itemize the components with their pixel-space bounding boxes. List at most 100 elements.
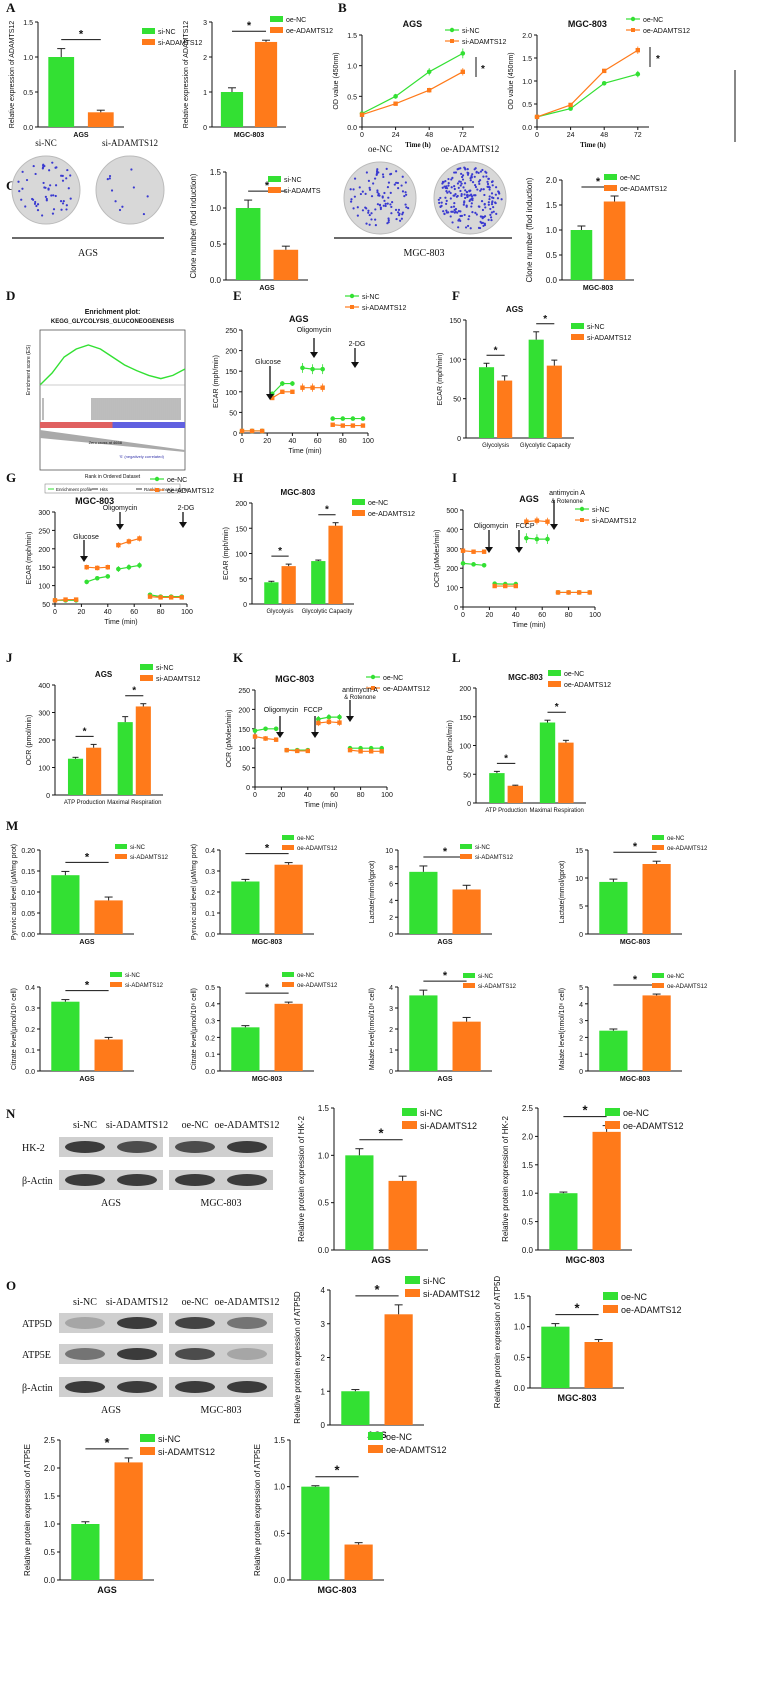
D-legend-box	[44, 483, 181, 494]
C_MGC-colony	[378, 203, 382, 206]
C_MGC-colony	[439, 196, 442, 200]
D-title: Enrichment plot:	[85, 309, 141, 316]
G-point	[137, 536, 142, 541]
I-xtick-label: 80	[565, 612, 573, 619]
C_MGC-colony	[483, 202, 486, 206]
M7-ytick-label: 0	[389, 1069, 393, 1076]
C_MGC-colony	[370, 218, 373, 221]
C1-legend-swatch	[268, 187, 281, 193]
C_AGS-colony	[17, 180, 20, 183]
C_MGC-colony	[373, 177, 377, 180]
N2-ytick-label: 1.0	[522, 1189, 534, 1198]
B2-xtick-label: 72	[634, 132, 642, 139]
C_MGC-colony	[463, 213, 466, 217]
M5-legend-swatch	[110, 972, 122, 977]
C_MGC-colony	[474, 185, 478, 189]
K-annotation: FCCP	[303, 707, 322, 714]
A2-legend-swatch	[270, 16, 283, 22]
C_MGC-colony	[449, 197, 452, 200]
C_MGC-colony	[379, 207, 382, 211]
C1-bar-si-ADAMTS	[273, 249, 299, 280]
C_MGC-colony	[464, 226, 468, 229]
C_AGS-colony	[106, 178, 109, 181]
E-point	[360, 416, 366, 421]
C_MGC-colony	[378, 194, 381, 197]
C2-ytick-label: 1.5	[546, 201, 558, 210]
O_blot-band-β-Actin	[227, 1381, 267, 1393]
C_MGC-colony	[454, 171, 458, 174]
M4-sig-star: *	[633, 841, 638, 853]
C_AGS-colony	[69, 197, 72, 200]
C_MGC-colony	[482, 175, 485, 178]
M1-ytick-label: 0.15	[21, 869, 35, 876]
E-ytick-label: 100	[225, 390, 237, 397]
O2-legend-label: oe-ADAMTS12	[621, 1305, 682, 1315]
K-point	[252, 734, 258, 739]
C_MGC-colony	[469, 179, 472, 182]
C_MGC-colony	[395, 217, 398, 221]
C1-bar-si-NC	[235, 208, 261, 280]
C_AGS-caption: AGS	[78, 248, 98, 259]
O1-ytick-label: 4	[321, 1286, 326, 1295]
panel-label-J: J	[6, 650, 13, 665]
A1-ylabel: Relative expression of ADAMTS12	[9, 21, 16, 128]
C_MGC-colony	[361, 190, 364, 193]
C_MGC-colony	[368, 213, 371, 217]
C_MGC-colony	[465, 204, 468, 207]
E-annotation: 2-DG	[349, 341, 366, 348]
A2-ylabel: Relative expression of ADAMTS12	[183, 21, 190, 128]
C1-ytick-label: 0.5	[210, 240, 222, 249]
C2-ytick-label: 1.0	[546, 226, 558, 235]
C_MGC-colony	[396, 181, 399, 185]
C_MGC-colony	[480, 188, 483, 191]
N1-ytick-label: 1.5	[318, 1104, 330, 1113]
M8-legend-swatch	[652, 983, 664, 988]
G-xtick-label: 60	[130, 609, 138, 616]
G-legend-marker	[154, 476, 160, 482]
O1-ytick-label: 3	[321, 1320, 326, 1329]
C_AGS-colony	[41, 167, 44, 170]
C_MGC-colony	[495, 212, 498, 215]
C_AGS-colony	[66, 168, 69, 172]
O2-ytick-label: 1.0	[514, 1323, 526, 1332]
E-point	[310, 385, 315, 390]
C_MGC-colony	[352, 188, 355, 191]
F-legend-swatch	[571, 323, 584, 329]
C_MGC-colony	[407, 207, 410, 210]
C_MGC-colony	[459, 219, 462, 222]
H-ytick-label: 200	[235, 501, 247, 508]
C_MGC-colony	[394, 208, 398, 211]
C_MGC-colony	[483, 223, 487, 227]
I-arrow-head	[550, 524, 558, 530]
I-annotation: antimycin A	[549, 490, 585, 497]
J-ytick-label: 400	[38, 683, 50, 690]
C_MGC-colony	[446, 191, 449, 194]
C_MGC-colony	[471, 181, 475, 184]
M7-xlabel: AGS	[437, 1076, 453, 1083]
B2-point	[534, 114, 540, 120]
M6-sig-star: *	[265, 982, 270, 994]
L-bar-oe-ADAMTS12	[558, 742, 574, 803]
N2-sig-star: *	[582, 1103, 588, 1118]
C_MGC-colony	[377, 192, 380, 195]
O_blot-lane-label: oe-ADAMTS12	[215, 1297, 280, 1308]
C_MGC-colony	[370, 195, 374, 198]
C_MGC-colony	[445, 211, 449, 214]
C_MGC-colony	[452, 194, 455, 197]
C_MGC-colony	[404, 191, 407, 194]
C_MGC-colony	[487, 177, 490, 180]
A2-ytick-label: 2	[203, 55, 207, 62]
L-sig-star: *	[555, 702, 559, 713]
M7-ylabel: Malate level(nmol/10⁶ cell)	[369, 988, 376, 1070]
M3-xlabel: AGS	[437, 939, 453, 946]
C_MGC-colony	[468, 215, 471, 218]
C_MGC-colony	[463, 182, 467, 185]
N2-legend-swatch	[605, 1108, 620, 1116]
C_MGC-colony	[367, 211, 370, 214]
N_blot-lane-label: oe-NC	[182, 1120, 209, 1131]
E-point	[290, 389, 295, 394]
M4-xlabel: MGC-803	[620, 939, 650, 946]
O1-legend-label: si-NC	[423, 1276, 446, 1286]
E-arrow-head	[351, 362, 359, 368]
F-legend-label: si-NC	[587, 324, 605, 331]
